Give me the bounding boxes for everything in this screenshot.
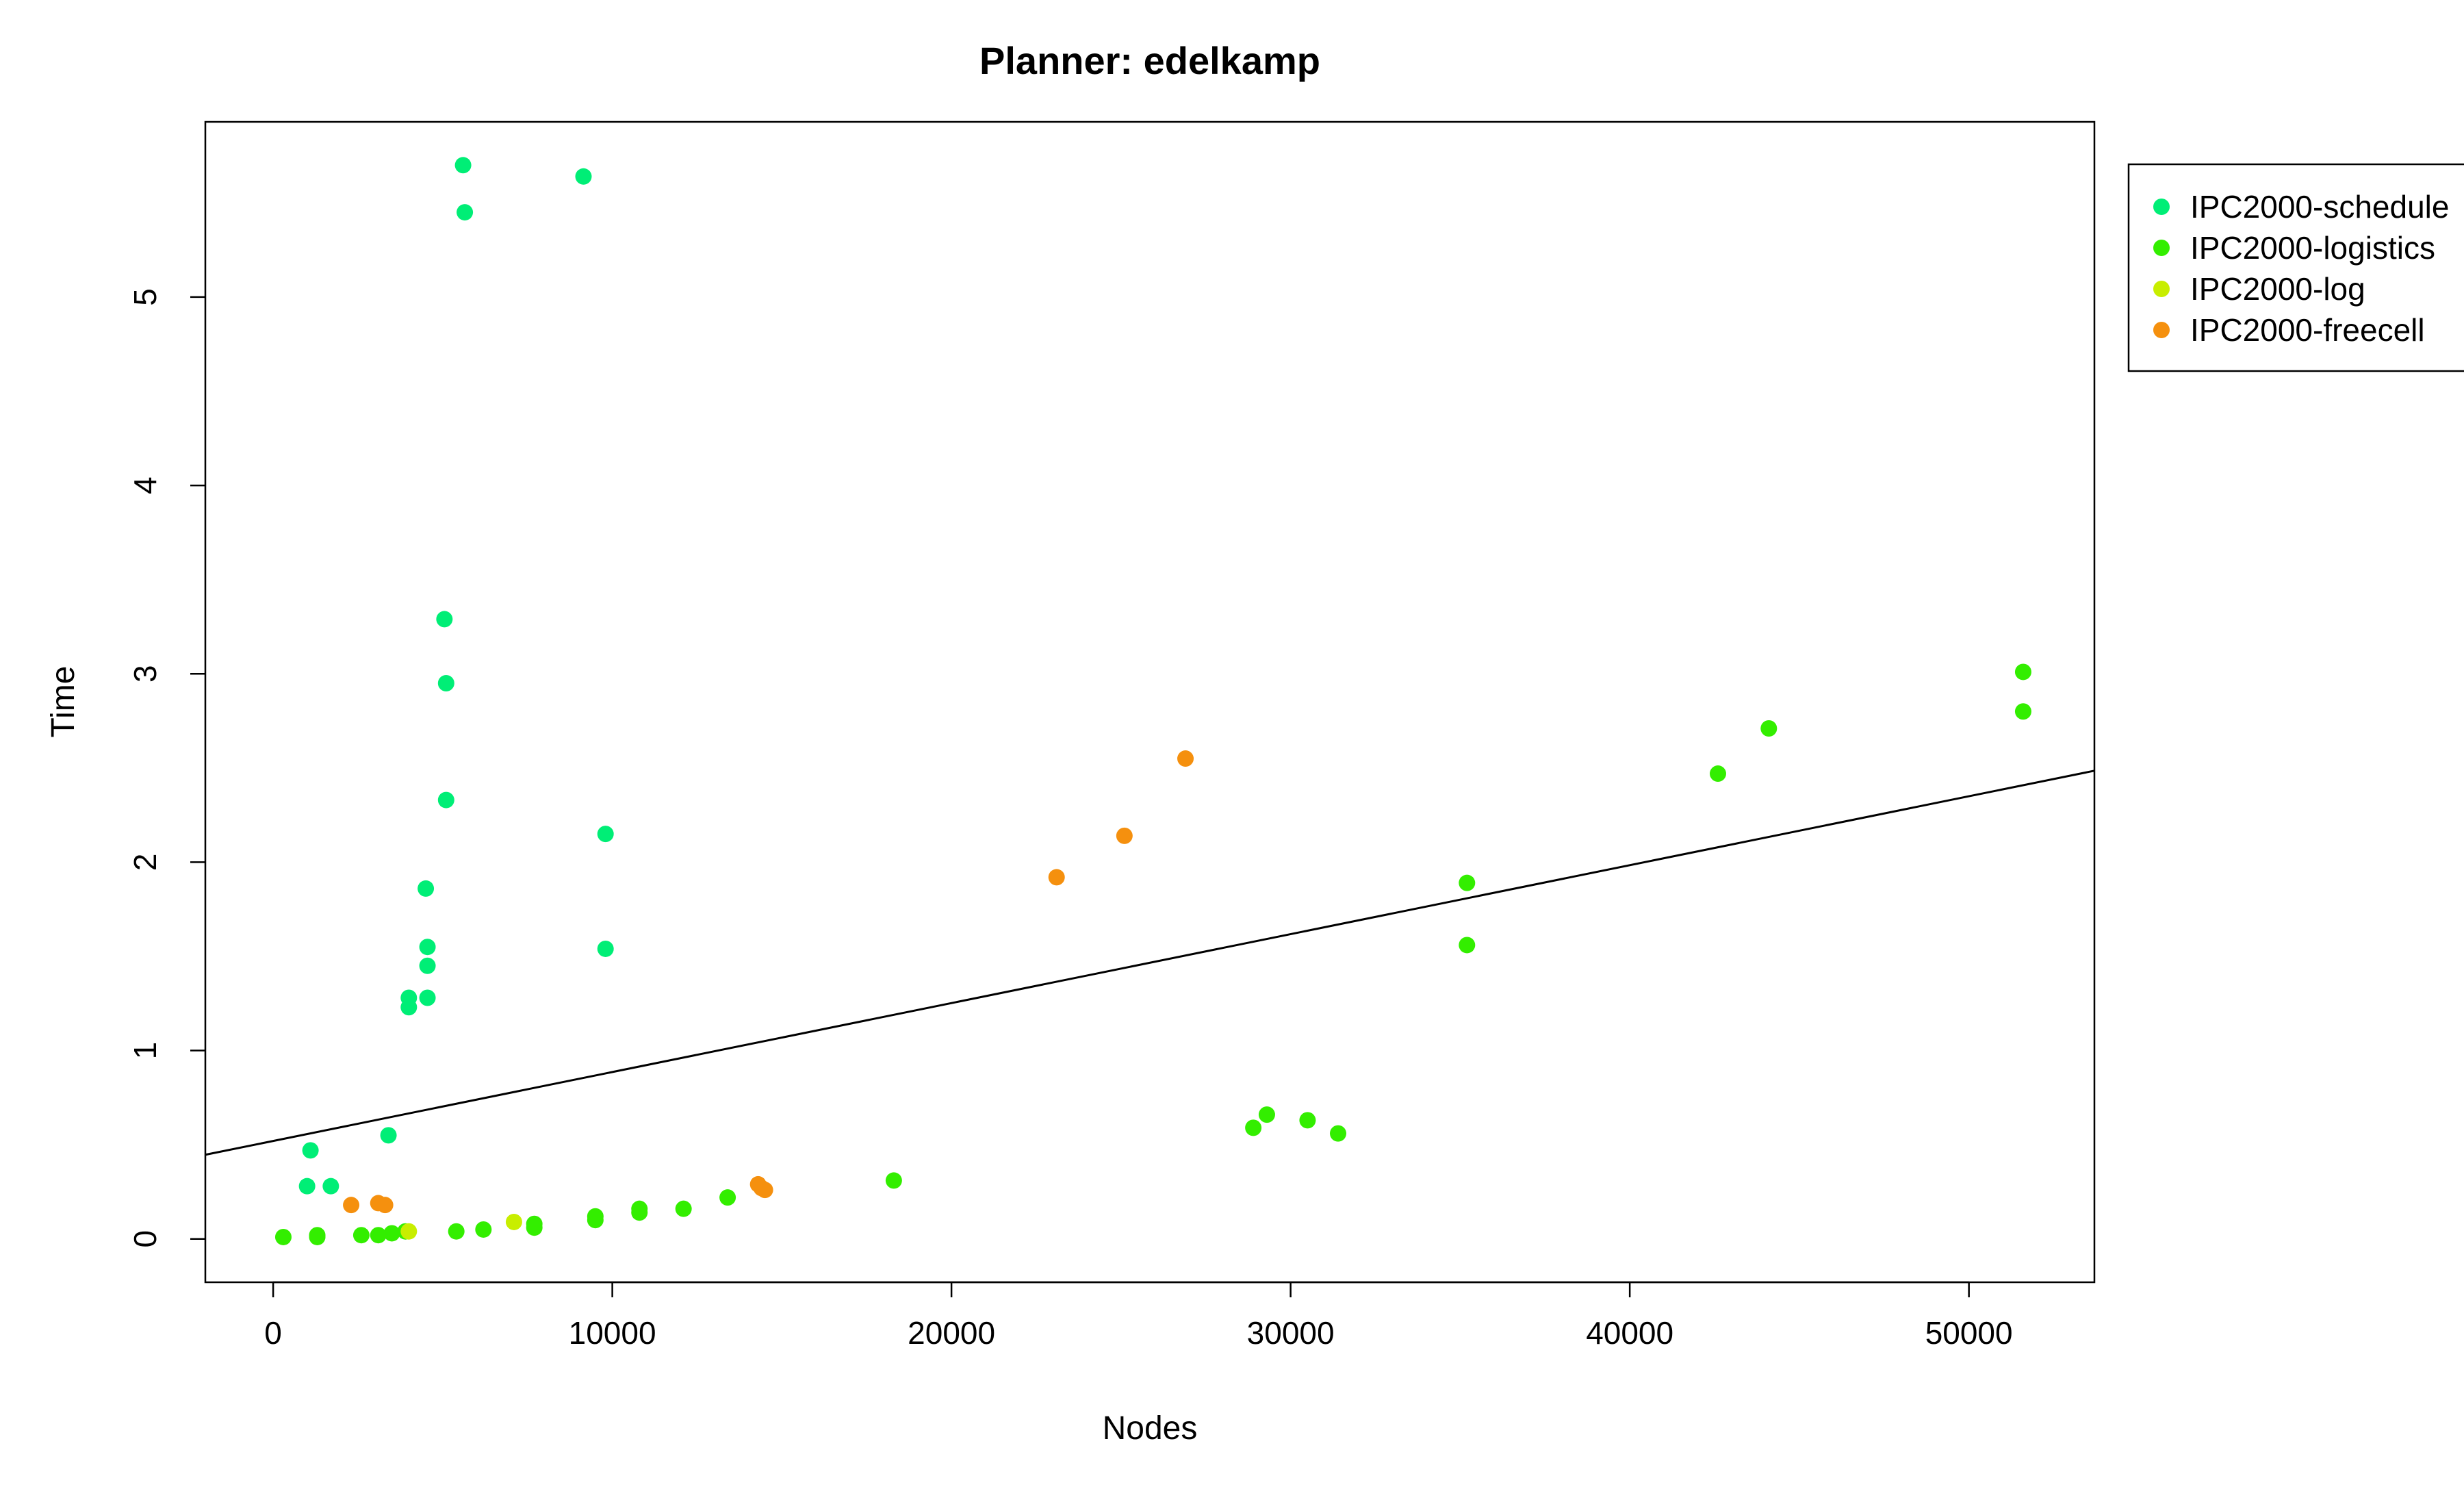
legend-label: IPC2000-log: [2190, 271, 2365, 307]
data-point: [1709, 765, 1726, 782]
data-point: [302, 1142, 319, 1159]
data-point: [400, 999, 418, 1016]
data-point: [1245, 1119, 1262, 1136]
data-point: [2014, 703, 2031, 720]
data-point: [454, 157, 472, 174]
data-point: [526, 1219, 543, 1236]
legend-marker: [2153, 322, 2170, 338]
chart-title: Planner: edelkamp: [979, 39, 1320, 82]
x-tick-label: 20000: [908, 1315, 995, 1351]
x-tick-label: 0: [264, 1315, 282, 1351]
data-point: [505, 1213, 522, 1230]
data-point: [322, 1178, 339, 1195]
plot-area: [205, 157, 2095, 1245]
data-point: [448, 1223, 465, 1240]
data-point: [597, 826, 614, 843]
plot-frame: [204, 120, 2096, 1284]
legend-marker: [2153, 240, 2170, 256]
data-point: [1760, 720, 1778, 737]
legend-label: IPC2000-freecell: [2190, 312, 2425, 348]
data-point: [419, 939, 436, 956]
data-point: [675, 1200, 692, 1217]
y-tick-label: 0: [127, 1230, 163, 1248]
data-point: [274, 1228, 292, 1245]
x-axis: 0 10000 20000 30000 40000 50000: [264, 1281, 2013, 1351]
data-point: [719, 1189, 736, 1206]
data-point: [1299, 1112, 1316, 1129]
data-point: [1459, 874, 1476, 891]
data-point: [419, 989, 436, 1006]
data-point: [370, 1227, 387, 1244]
data-point: [436, 611, 453, 628]
x-axis-label: Nodes: [1103, 1410, 1198, 1447]
data-point: [631, 1204, 648, 1221]
data-point: [1330, 1125, 1347, 1142]
x-tick-label: 40000: [1586, 1315, 1673, 1351]
legend-marker: [2153, 199, 2170, 215]
y-tick-label: 2: [127, 854, 163, 871]
y-axis-label: Time: [45, 666, 81, 738]
legend-label: IPC2000-logistics: [2190, 230, 2435, 266]
data-point: [587, 1212, 604, 1229]
x-tick-label: 30000: [1247, 1315, 1335, 1351]
data-point: [419, 957, 436, 974]
y-tick-label: 5: [127, 288, 163, 306]
y-axis: 0 1 2 3 4 5: [127, 288, 205, 1248]
y-tick-label: 1: [127, 1042, 163, 1060]
data-point: [597, 940, 614, 957]
data-point: [885, 1172, 902, 1189]
data-point: [298, 1178, 316, 1195]
data-point: [457, 204, 474, 221]
data-point: [1116, 827, 1133, 844]
data-point: [437, 791, 454, 809]
data-point: [1177, 750, 1194, 767]
legend-label: IPC2000-schedule: [2190, 189, 2449, 225]
data-point: [343, 1197, 360, 1214]
data-point: [475, 1221, 492, 1238]
data-point: [380, 1127, 397, 1144]
x-tick-label: 50000: [1925, 1315, 2013, 1351]
legend-marker: [2153, 281, 2170, 297]
data-point: [2014, 663, 2031, 680]
data-point: [352, 1227, 370, 1244]
data-point: [383, 1225, 400, 1242]
y-tick-label: 3: [127, 665, 163, 683]
data-point: [400, 1223, 418, 1240]
legend-box: [2127, 163, 2464, 372]
data-point: [376, 1197, 394, 1214]
data-point: [437, 674, 454, 691]
data-point: [1048, 869, 1065, 886]
x-tick-label: 10000: [569, 1315, 656, 1351]
data-point: [418, 880, 435, 897]
data-point: [1459, 937, 1476, 954]
data-point: [309, 1228, 326, 1245]
data-point: [756, 1182, 773, 1199]
trend-line: [205, 769, 2095, 1156]
y-tick-label: 4: [127, 476, 163, 494]
legend: IPC2000-schedule IPC2000-logistics IPC2000…: [2127, 163, 2464, 372]
data-points: [274, 157, 2031, 1245]
data-point: [575, 168, 592, 185]
data-point: [1258, 1106, 1275, 1123]
